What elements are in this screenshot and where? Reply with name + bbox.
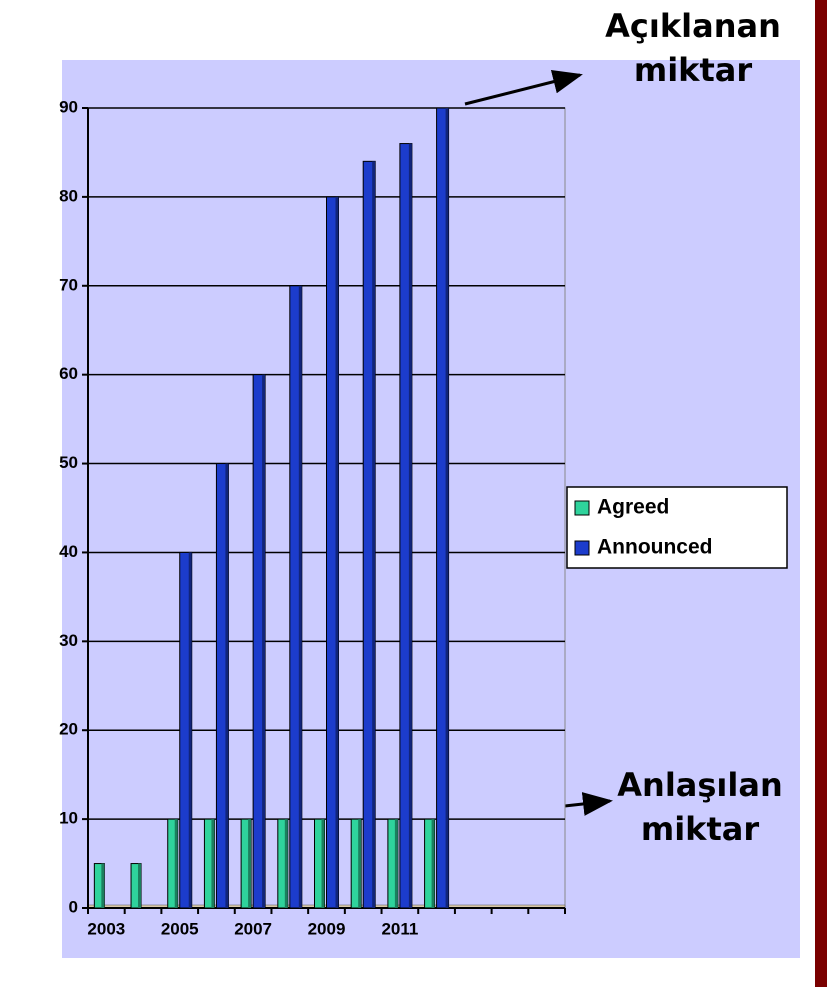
bar-side (138, 863, 142, 908)
annotation: Açıklanan (605, 7, 781, 45)
x-tick-label: 2011 (381, 919, 418, 938)
legend-swatch (574, 500, 590, 516)
annotation: miktar (634, 51, 752, 89)
arrow (464, 69, 583, 106)
bar-side (358, 819, 362, 908)
x-tick-label: 2005 (161, 919, 199, 938)
annotation: miktar (641, 810, 759, 848)
y-tick-label: 70 (59, 275, 78, 294)
bar-side (101, 863, 105, 908)
x-tick-label: 2003 (87, 919, 125, 938)
x-tick-label: 2007 (234, 919, 272, 938)
bar-side (335, 196, 339, 908)
y-tick-label: 50 (59, 453, 78, 472)
legend (566, 486, 788, 569)
bar-side (298, 285, 302, 908)
legend-swatch (574, 540, 590, 556)
bar-side (321, 819, 325, 908)
bar-side (262, 374, 266, 909)
bar-side (174, 819, 178, 908)
bar-side (248, 819, 252, 908)
y-tick-label: 60 (59, 364, 78, 383)
bar-side (211, 819, 215, 908)
bar-side (372, 161, 376, 909)
bar-side (445, 108, 449, 908)
y-tick-label: 30 (59, 631, 78, 650)
bar-side (431, 819, 435, 908)
bar-side (408, 143, 412, 909)
bar-side (394, 819, 398, 908)
y-tick-label: 20 (59, 720, 78, 739)
y-tick-label: 80 (59, 186, 78, 205)
bar-side (188, 552, 192, 908)
annotation: Anlaşılan (617, 766, 782, 804)
legend-label: Agreed (597, 496, 669, 519)
y-tick-label: 90 (59, 97, 78, 116)
bar-side (225, 463, 229, 908)
y-tick-label: 40 (59, 542, 78, 561)
y-tick-label: 0 (69, 897, 78, 916)
y-tick-label: 10 (59, 809, 78, 828)
legend-label: Announced (597, 536, 713, 559)
side-bar (815, 0, 827, 987)
x-tick-label: 2009 (308, 919, 346, 938)
bar-side (284, 819, 288, 908)
